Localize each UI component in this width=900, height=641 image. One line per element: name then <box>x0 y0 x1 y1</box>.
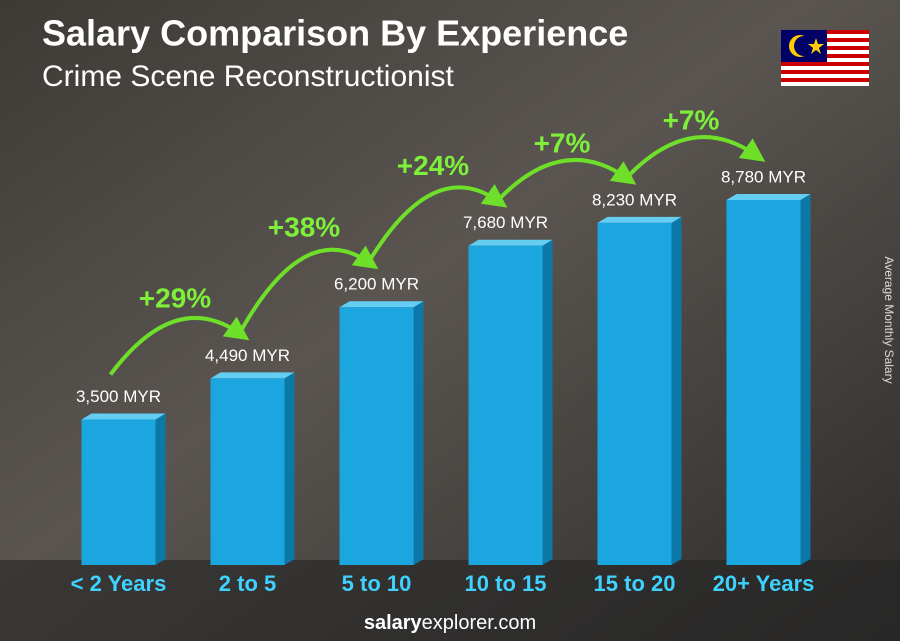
value-label: 8,780 MYR <box>721 167 806 186</box>
bar-side <box>284 372 295 565</box>
bar-top <box>726 194 811 200</box>
footer: salaryexplorer.com <box>364 612 536 634</box>
bar <box>210 378 285 565</box>
bar-side <box>413 301 424 565</box>
footer-bold: salary <box>364 612 423 634</box>
bar-top <box>597 216 682 223</box>
change-label: +29% <box>139 283 211 314</box>
x-tick-label: 5 to 10 <box>342 571 412 596</box>
change-arrow <box>366 184 508 264</box>
value-label: 8,230 MYR <box>592 190 677 209</box>
floor-shade <box>0 560 900 641</box>
x-tick-label: 10 to 15 <box>465 571 547 596</box>
bar-top <box>468 239 553 246</box>
bar <box>726 200 801 565</box>
bar-side <box>155 413 166 565</box>
value-label: 6,200 MYR <box>334 275 419 294</box>
change-label: +7% <box>663 104 720 135</box>
value-label: 7,680 MYR <box>463 213 548 232</box>
x-tick-label: < 2 Years <box>71 571 167 596</box>
y-axis-label: Average Monthly Salary <box>882 256 896 383</box>
bar-side <box>800 194 811 565</box>
bar <box>468 245 543 565</box>
bar <box>597 222 672 565</box>
value-label: 3,500 MYR <box>76 387 161 406</box>
bar-side <box>542 239 553 565</box>
change-label: +38% <box>268 212 340 243</box>
bar-top <box>210 372 295 379</box>
chart-subtitle: Crime Scene Reconstructionist <box>42 60 454 93</box>
x-tick-label: 15 to 20 <box>594 571 676 596</box>
change-label: +7% <box>534 127 591 158</box>
bar-top <box>81 413 166 420</box>
x-tick-label: 2 to 5 <box>219 571 276 596</box>
footer-rest: explorer.com <box>422 612 537 634</box>
bar <box>339 307 414 565</box>
bar-side <box>671 216 682 565</box>
change-arrow <box>108 315 250 376</box>
chart-title: Salary Comparison By Experience <box>42 13 628 54</box>
bar <box>81 419 156 565</box>
x-tick-label: 20+ Years <box>713 571 815 596</box>
value-label: 4,490 MYR <box>205 346 290 365</box>
bar-top <box>339 301 424 308</box>
change-arrow <box>237 245 379 335</box>
flag <box>781 30 869 86</box>
change-label: +24% <box>397 150 469 181</box>
change-arrow <box>625 135 766 180</box>
change-arrow <box>496 157 637 203</box>
